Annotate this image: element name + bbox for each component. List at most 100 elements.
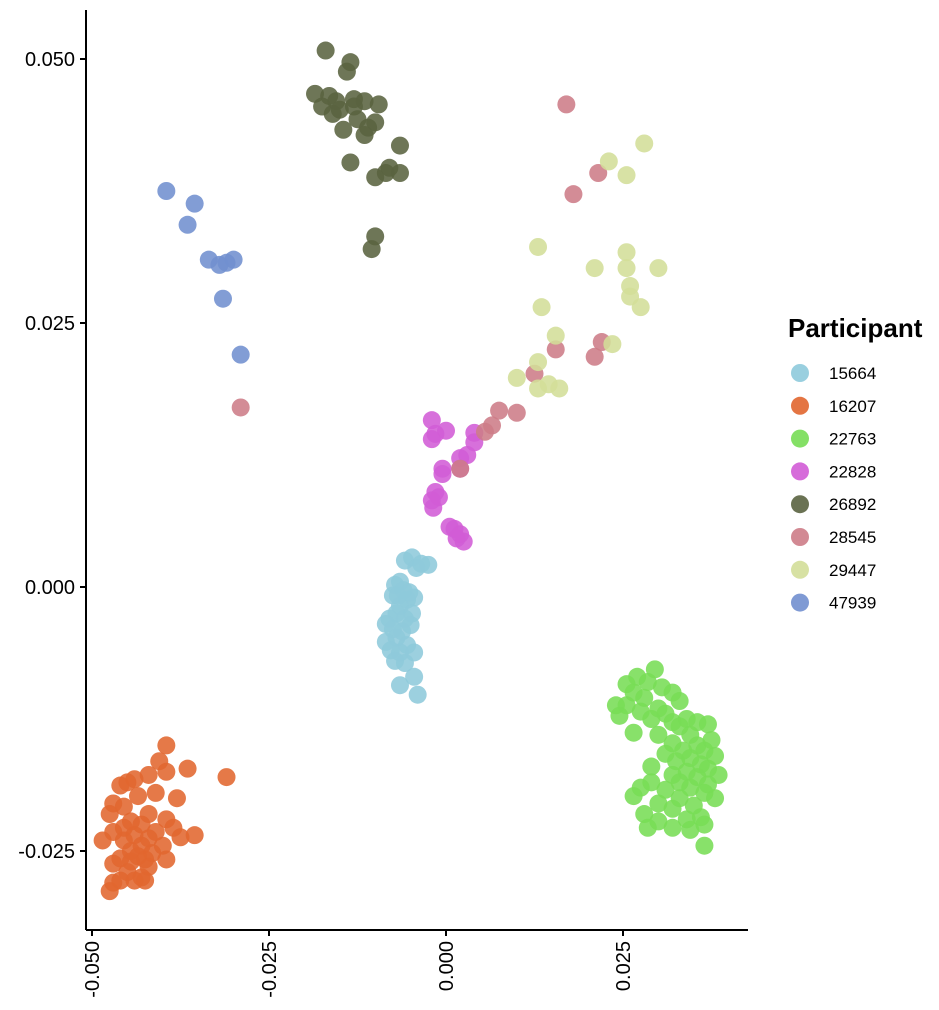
legend-label: 16207 [829, 397, 876, 416]
x-tick-label: 0.025 [613, 941, 635, 991]
point-15664 [408, 685, 427, 704]
point-22763 [695, 836, 714, 855]
point-28545 [589, 164, 608, 183]
point-29447 [585, 259, 604, 278]
point-26892 [366, 168, 385, 187]
point-22763 [624, 723, 643, 742]
point-22763 [638, 673, 657, 692]
data-points [93, 41, 728, 901]
y-tick-label: 0.000 [25, 577, 75, 599]
point-26892 [390, 136, 409, 155]
legend-label: 47939 [829, 594, 876, 613]
point-28545 [490, 401, 509, 420]
point-16207 [178, 759, 197, 778]
point-47939 [213, 289, 232, 308]
point-16207 [167, 789, 186, 808]
point-28545 [585, 347, 604, 366]
legend-label: 22828 [829, 462, 876, 481]
point-22763 [663, 818, 682, 837]
point-16207 [111, 776, 130, 795]
point-47939 [210, 255, 229, 274]
point-15664 [405, 667, 424, 686]
legend-label: 29447 [829, 561, 876, 580]
point-26892 [341, 153, 360, 172]
point-22763 [681, 820, 700, 839]
point-22763 [642, 710, 661, 728]
point-16207 [114, 797, 133, 816]
point-28545 [507, 403, 526, 422]
point-29447 [529, 237, 548, 256]
point-16207 [139, 765, 158, 784]
legend: Participant 15664 16207 22763 22828 26892 2854… [788, 313, 923, 613]
point-16207 [100, 882, 119, 901]
axes: -0.025 0.000 0.025 0.050 -0.050 -0.025 0.000 0.… [18, 10, 748, 998]
point-29447 [546, 326, 565, 345]
point-15664 [395, 654, 414, 673]
point-26892 [337, 62, 356, 81]
point-26892 [362, 240, 381, 259]
point-22828 [422, 411, 441, 430]
point-28545 [475, 422, 494, 441]
point-26892 [316, 41, 335, 60]
point-15664 [390, 676, 409, 695]
point-26892 [390, 164, 409, 183]
x-tick-label: 0.000 [436, 941, 458, 991]
point-22763 [670, 692, 689, 711]
point-22828 [424, 498, 443, 517]
point-29447 [529, 379, 548, 398]
point-22763 [624, 787, 643, 806]
point-16207 [100, 805, 119, 824]
legend-key-47939 [791, 593, 809, 612]
point-22763 [635, 688, 654, 707]
point-29447 [529, 353, 548, 372]
legend-label: 15664 [829, 364, 876, 383]
point-22763 [649, 725, 668, 744]
point-47939 [178, 215, 197, 234]
point-28545 [546, 340, 565, 359]
point-15664 [401, 616, 420, 635]
legend-label: 28545 [829, 528, 876, 547]
point-47939 [157, 182, 176, 200]
x-tick-label: -0.025 [259, 941, 281, 998]
point-22763 [695, 815, 714, 834]
point-16207 [129, 787, 148, 806]
point-28545 [564, 185, 583, 204]
y-tick-label: -0.025 [18, 841, 75, 863]
y-tick-label: 0.050 [25, 49, 75, 71]
point-22763 [698, 715, 717, 734]
point-15664 [407, 558, 426, 577]
point-29447 [507, 368, 526, 387]
point-29447 [649, 259, 668, 278]
point-29447 [550, 379, 569, 398]
point-28545 [231, 398, 250, 417]
legend-key-22763 [791, 429, 809, 448]
legend-key-16207 [791, 396, 809, 415]
point-16207 [157, 736, 176, 755]
point-26892 [334, 120, 353, 139]
point-29447 [631, 298, 650, 317]
point-16207 [157, 850, 176, 869]
point-26892 [355, 126, 374, 145]
point-29447 [635, 134, 654, 153]
point-16207 [157, 762, 176, 781]
point-16207 [104, 854, 123, 873]
point-29447 [617, 166, 636, 185]
point-22763 [649, 794, 668, 813]
point-16207 [171, 828, 190, 847]
point-29447 [617, 259, 636, 278]
legend-label: 22763 [829, 430, 876, 449]
point-16207 [93, 831, 112, 850]
point-47939 [231, 345, 250, 364]
legend-key-22828 [791, 462, 809, 481]
point-26892 [323, 104, 342, 123]
point-22763 [663, 799, 682, 818]
legend-label: 26892 [829, 495, 876, 514]
point-22763 [642, 757, 661, 776]
point-22763 [656, 780, 675, 799]
legend-title: Participant [788, 313, 923, 343]
point-16207 [217, 768, 236, 787]
y-tick-label: 0.025 [25, 313, 75, 335]
point-16207 [185, 826, 204, 845]
point-16207 [136, 871, 155, 890]
point-28545 [557, 95, 576, 114]
